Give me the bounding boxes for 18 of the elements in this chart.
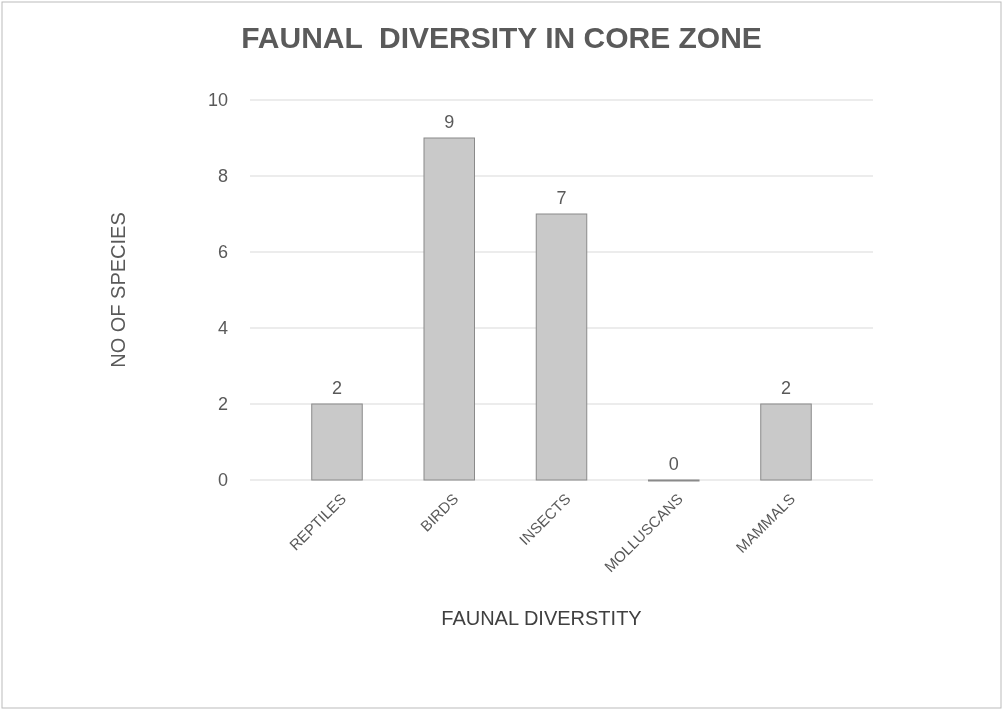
y-tick-label: 4 [217,318,228,339]
data-label: 7 [556,188,567,208]
data-label: 2 [331,378,342,398]
bar [760,403,812,481]
data-label: 2 [781,378,792,398]
y-tick-label: 2 [217,394,228,415]
y-tick-label: 6 [217,242,228,263]
y-axis-title: NO OF SPECIES [107,212,129,368]
x-axis-title: FAUNAL DIVERSTITY [441,607,642,629]
chart-title: FAUNAL DIVERSITY IN CORE ZONE [241,21,762,54]
y-tick-label: 8 [217,166,228,187]
y-tick-label: 10 [207,90,228,111]
data-label: 9 [444,112,455,132]
data-label: 0 [668,454,679,474]
bar [423,137,475,481]
bar [535,213,588,481]
bar [311,403,363,481]
y-tick-label: 0 [217,470,228,491]
